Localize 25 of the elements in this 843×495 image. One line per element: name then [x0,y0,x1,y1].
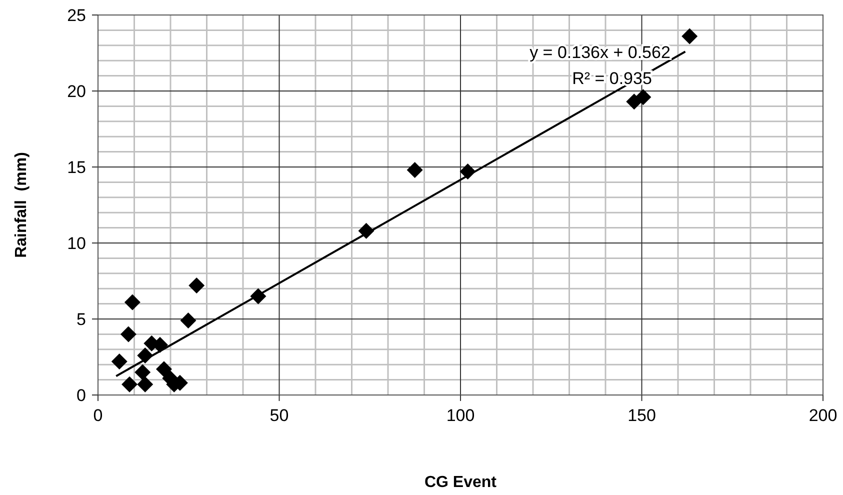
point [137,376,154,392]
y-tick-label: 25 [67,6,86,25]
y-tick-label: 0 [76,386,86,405]
point [111,354,128,370]
x-tick-label: 100 [446,406,475,425]
point [180,312,196,329]
x-tick-label: 50 [270,406,289,425]
x-tick-label: 200 [808,406,838,425]
point [406,162,423,178]
y-tick-label: 20 [67,82,86,101]
point [120,326,136,342]
point [188,278,205,294]
y-tick-label: 15 [67,158,86,177]
point [156,361,172,378]
y-axis-title: Rainfall (mm) [13,152,30,258]
y-tick-label: 5 [76,310,86,329]
x-axis-title: CG Event [424,474,498,491]
point [122,376,138,392]
point [134,364,151,380]
y-tick-label: 10 [67,234,86,253]
point [124,294,140,310]
point [635,89,652,106]
x-tick-label: 0 [93,406,103,425]
point [682,28,698,44]
x-tick-label: 150 [628,406,656,425]
